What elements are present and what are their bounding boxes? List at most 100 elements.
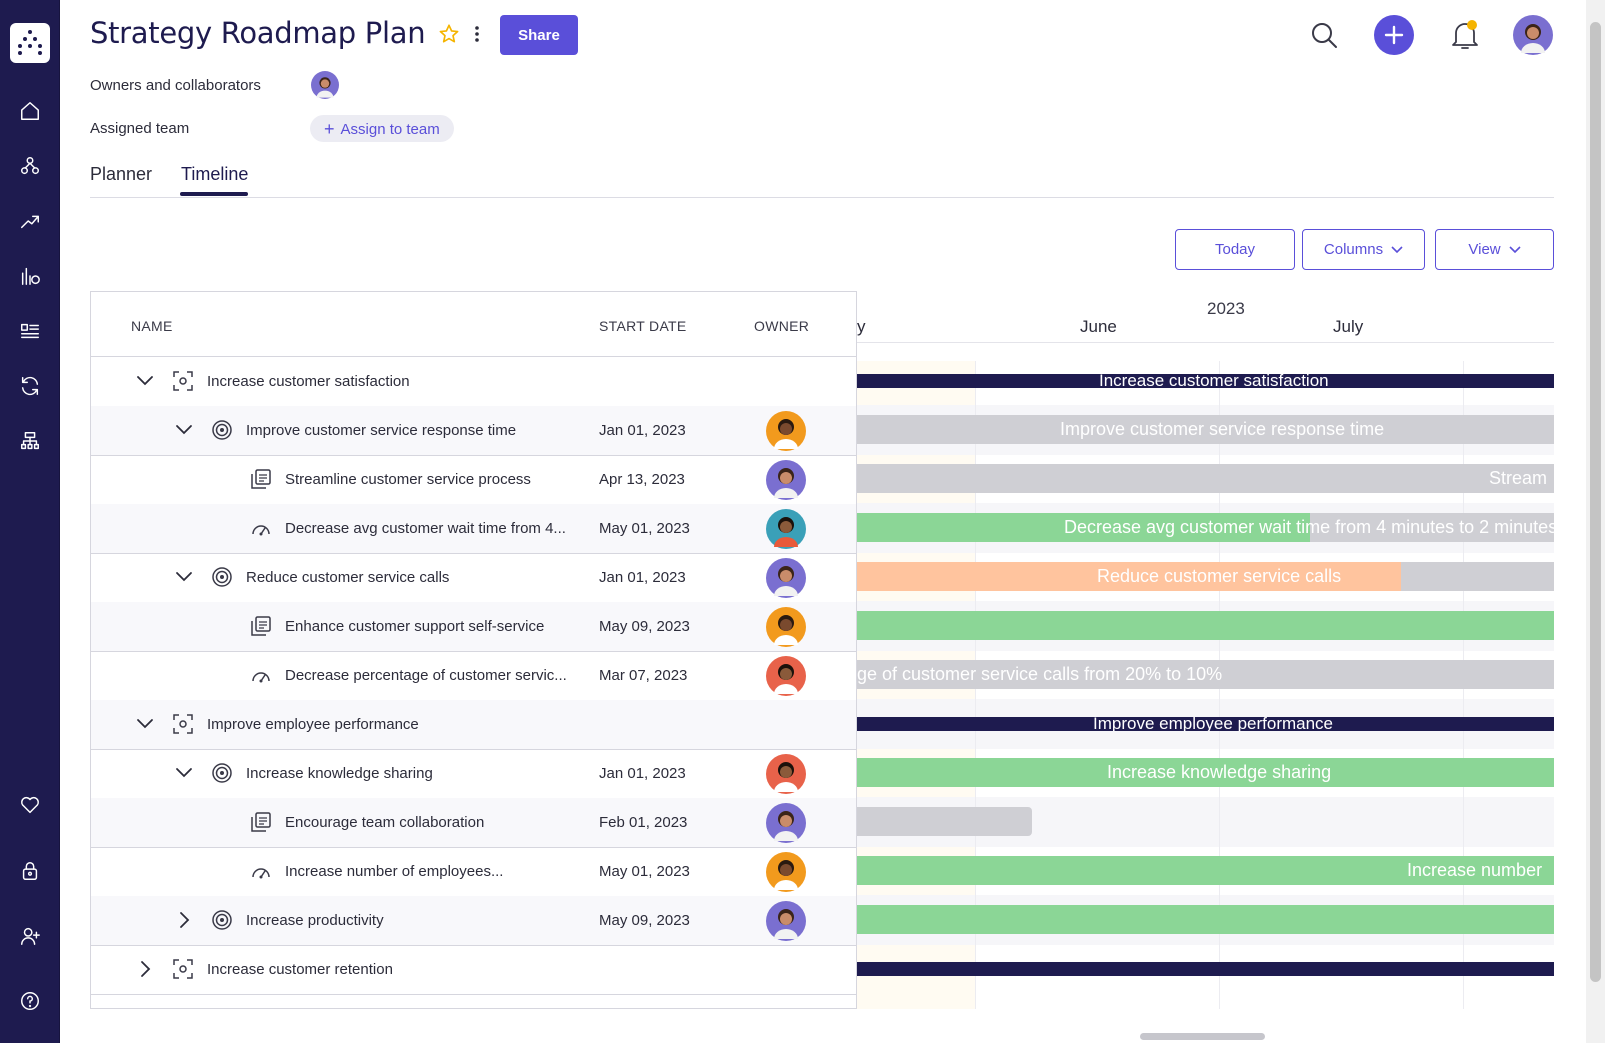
bar-chart-icon[interactable] <box>17 263 43 289</box>
star-icon[interactable] <box>438 23 460 45</box>
today-button[interactable]: Today <box>1175 229 1295 270</box>
timeline-bar[interactable]: Increase number <box>857 856 1554 885</box>
gauge-icon <box>250 517 272 539</box>
objective-icon <box>172 958 194 980</box>
timeline-bar[interactable]: Stream <box>857 464 1554 493</box>
column-header-owner[interactable]: OWNER <box>754 318 810 334</box>
column-header-name[interactable]: NAME <box>131 318 173 334</box>
table-row[interactable]: Increase productivity May 09, 2023 <box>91 896 856 946</box>
target-icon <box>211 566 233 588</box>
add-user-icon[interactable] <box>17 923 43 949</box>
row-name[interactable]: Reduce customer service calls <box>246 569 450 586</box>
timeline-bar[interactable]: Reduce customer service calls <box>857 562 1554 591</box>
timeline-month: June <box>1080 317 1117 336</box>
gauge-icon <box>250 860 272 882</box>
row-name[interactable]: Decrease avg customer wait time from 4..… <box>285 520 566 537</box>
timeline-panel: 2023 y June July Increase customer satis… <box>857 291 1554 1009</box>
tabs-divider <box>90 197 1554 198</box>
chevron-down-icon[interactable] <box>135 371 155 391</box>
table-row[interactable]: Improve customer service response time Ja… <box>91 406 856 456</box>
help-icon[interactable] <box>17 988 43 1014</box>
timeline-bar[interactable] <box>857 962 1554 976</box>
trend-icon[interactable] <box>17 208 43 234</box>
chevron-down-icon[interactable] <box>174 763 194 783</box>
chevron-down-icon[interactable] <box>174 420 194 440</box>
timeline-bar[interactable]: Decrease avg customer wait time from 4 m… <box>857 513 1554 542</box>
row-name[interactable]: Increase customer retention <box>207 961 393 978</box>
owner-avatar[interactable] <box>766 607 806 647</box>
timeline-bar[interactable]: Increase customer satisfaction <box>857 374 1554 388</box>
notifications-icon[interactable] <box>1450 18 1480 52</box>
view-button[interactable]: View <box>1435 229 1554 270</box>
table-row[interactable]: Increase knowledge sharing Jan 01, 2023 <box>91 749 856 799</box>
timeline-bar[interactable]: ge of customer service calls from 20% to… <box>857 660 1554 689</box>
table-row[interactable]: Improve employee performance <box>91 700 856 750</box>
timeline-bar[interactable] <box>857 807 1032 836</box>
row-start-date: May 09, 2023 <box>599 618 690 635</box>
lock-icon[interactable] <box>17 858 43 884</box>
row-name[interactable]: Increase knowledge sharing <box>246 765 433 782</box>
owner-avatar[interactable] <box>766 901 806 941</box>
timeline-bar[interactable] <box>857 611 1554 640</box>
row-name[interactable]: Improve employee performance <box>207 716 419 733</box>
timeline-bar[interactable]: Increase knowledge sharing <box>857 758 1554 787</box>
home-icon[interactable] <box>17 98 43 124</box>
owner-avatar[interactable] <box>766 852 806 892</box>
more-options-icon[interactable] <box>472 24 482 44</box>
target-icon <box>211 762 233 784</box>
owner-avatar[interactable] <box>766 656 806 696</box>
org-chart-icon[interactable] <box>17 428 43 454</box>
user-avatar[interactable] <box>1513 15 1553 55</box>
table-row[interactable]: Streamline customer service process Apr 1… <box>91 455 856 505</box>
row-name[interactable]: Enhance customer support self-service <box>285 618 545 635</box>
row-name[interactable]: Increase customer satisfaction <box>207 373 410 390</box>
create-button[interactable] <box>1374 15 1414 55</box>
row-name[interactable]: Increase productivity <box>246 912 384 929</box>
search-icon[interactable] <box>1310 21 1338 49</box>
vertical-scrollbar[interactable] <box>1590 22 1601 982</box>
row-name[interactable]: Decrease percentage of customer servic..… <box>285 667 567 684</box>
table-row[interactable]: Enhance customer support self-service May… <box>91 602 856 652</box>
row-name[interactable]: Improve customer service response time <box>246 422 517 439</box>
timeline-bar[interactable]: Improve customer service response time <box>857 415 1554 444</box>
table-row[interactable]: Decrease avg customer wait time from 4..… <box>91 504 856 554</box>
timeline-bar[interactable]: Improve employee performance <box>857 717 1554 731</box>
owner-avatar[interactable] <box>311 71 339 99</box>
assign-team-button[interactable]: + Assign to team <box>310 115 454 142</box>
list-icon[interactable] <box>17 318 43 344</box>
owner-avatar[interactable] <box>766 509 806 549</box>
table-row[interactable]: Encourage team collaboration Feb 01, 2023 <box>91 798 856 848</box>
tab-planner[interactable]: Planner <box>90 164 153 184</box>
owner-avatar[interactable] <box>766 558 806 598</box>
timeline-bar[interactable] <box>857 905 1554 934</box>
row-start-date: Feb 01, 2023 <box>599 814 688 831</box>
chevron-right-icon[interactable] <box>174 910 194 930</box>
table-row[interactable]: Decrease percentage of customer servic..… <box>91 651 856 701</box>
owner-avatar[interactable] <box>766 460 806 500</box>
timeline-bar-label: Increase number <box>1407 860 1543 880</box>
row-name[interactable]: Increase number of employees... <box>285 863 504 880</box>
chevron-down-icon[interactable] <box>135 714 155 734</box>
table-row[interactable]: Reduce customer service calls Jan 01, 202… <box>91 553 856 603</box>
share-button[interactable]: Share <box>500 15 578 55</box>
columns-button[interactable]: Columns <box>1302 229 1425 270</box>
row-start-date: Jan 01, 2023 <box>599 765 686 782</box>
column-header-start-date[interactable]: START DATE <box>599 318 687 334</box>
sync-icon[interactable] <box>17 373 43 399</box>
table-row[interactable]: Increase customer retention <box>91 945 856 995</box>
table-row[interactable]: Increase number of employees... May 01, 2… <box>91 847 856 897</box>
chevron-down-icon[interactable] <box>174 567 194 587</box>
row-name[interactable]: Streamline customer service process <box>285 471 531 488</box>
heart-icon[interactable] <box>17 792 43 818</box>
owner-avatar[interactable] <box>766 754 806 794</box>
chevron-right-icon[interactable] <box>135 959 155 979</box>
horizontal-scrollbar[interactable] <box>1140 1033 1265 1040</box>
app-logo[interactable] <box>10 23 50 63</box>
tab-timeline[interactable]: Timeline <box>181 164 249 184</box>
timeline-month: July <box>1333 317 1364 336</box>
hierarchy-icon[interactable] <box>17 153 43 179</box>
table-row[interactable]: Increase customer satisfaction <box>91 357 856 407</box>
owner-avatar[interactable] <box>766 803 806 843</box>
owner-avatar[interactable] <box>766 411 806 451</box>
row-name[interactable]: Encourage team collaboration <box>285 814 485 831</box>
